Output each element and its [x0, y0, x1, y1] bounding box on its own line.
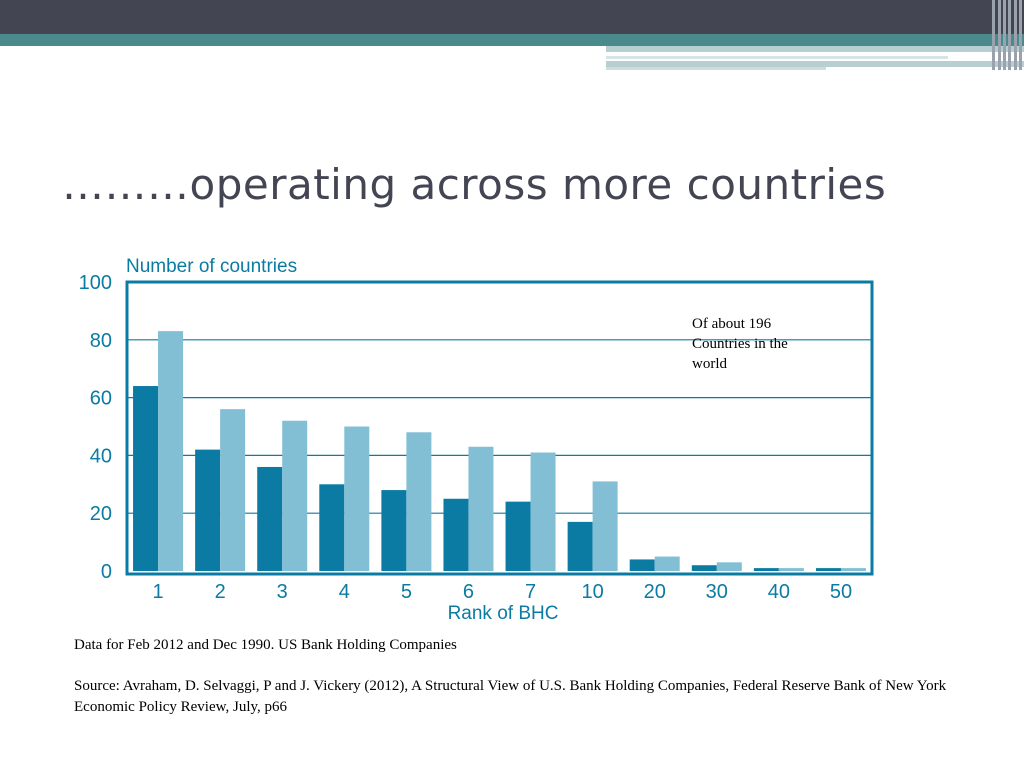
data-caption: Data for Feb 2012 and Dec 1990. US Bank …	[74, 637, 457, 653]
bar	[220, 409, 246, 571]
decor-strip	[606, 67, 826, 70]
decor-strip	[606, 46, 1024, 52]
y-tick-labels: 0 20 40 60 80 100	[79, 272, 112, 583]
bar	[691, 565, 717, 571]
bar	[319, 484, 345, 571]
x-tick-labels: 1 2 3 4 5 6 7 10 20 30 40 50	[152, 581, 852, 603]
y-tick-label: 20	[90, 503, 112, 525]
x-tick-label: 1	[152, 581, 163, 603]
bars	[133, 331, 866, 571]
x-axis-label: Rank of BHC	[448, 603, 559, 624]
decor-line	[606, 56, 948, 59]
bar-chart: Number of countries Rank of BHC 0 20 40 60 8…	[79, 256, 874, 624]
y-tick-label: 80	[90, 330, 112, 352]
bar	[815, 568, 841, 571]
x-tick-label: 4	[339, 581, 350, 603]
x-tick-label: 20	[644, 581, 666, 603]
y-tick-label: 0	[101, 561, 112, 583]
bar	[344, 426, 370, 571]
source-caption: Source: Avraham, D. Selvaggi, P and J. V…	[74, 678, 947, 715]
y-axis-label: Number of countries	[126, 256, 297, 277]
bar	[530, 452, 556, 571]
bar	[592, 481, 618, 571]
bar	[716, 562, 742, 571]
bar	[629, 559, 655, 571]
bar	[282, 420, 308, 571]
bar	[468, 446, 494, 571]
teal-band	[0, 34, 1024, 46]
y-tick-label: 40	[90, 445, 112, 467]
bar	[381, 490, 407, 571]
chart-note: Of about 196 Countries in the world	[692, 316, 788, 372]
x-tick-label: 5	[401, 581, 412, 603]
decor-strip	[606, 61, 1024, 67]
x-tick-label: 6	[463, 581, 474, 603]
bar	[158, 331, 184, 571]
bar	[257, 466, 283, 571]
x-tick-label: 40	[768, 581, 790, 603]
bar	[654, 556, 680, 571]
slide-title: ………operating across more countries	[62, 160, 887, 209]
bar	[505, 501, 531, 571]
bar	[443, 498, 469, 571]
x-tick-label: 2	[215, 581, 226, 603]
y-tick-label: 60	[90, 388, 112, 410]
top-bar	[0, 0, 1024, 34]
plot-frame	[125, 280, 874, 576]
gridlines	[127, 339, 872, 514]
bar	[195, 449, 221, 571]
bar	[778, 568, 804, 571]
bar	[567, 521, 593, 571]
bar	[840, 568, 866, 571]
bar	[753, 568, 779, 571]
bar	[406, 432, 432, 571]
x-tick-label: 3	[277, 581, 288, 603]
decor-stripes	[990, 0, 1024, 70]
x-tick-label: 7	[525, 581, 536, 603]
x-tick-label: 30	[706, 581, 728, 603]
x-tick-label: 10	[582, 581, 604, 603]
bar	[133, 386, 159, 571]
x-tick-label: 50	[830, 581, 852, 603]
y-tick-label: 100	[79, 272, 112, 294]
